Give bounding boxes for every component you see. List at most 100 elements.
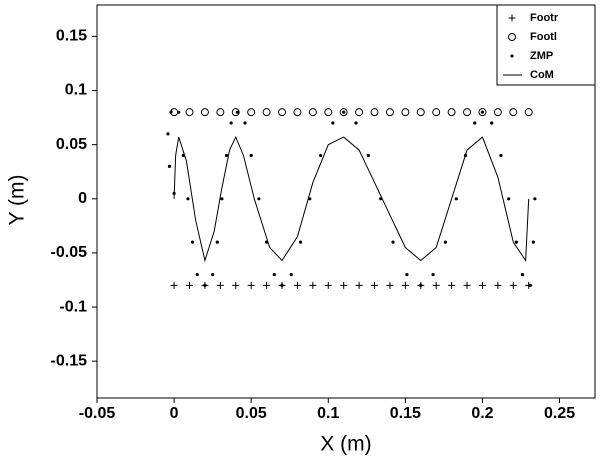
dot-marker [203, 283, 207, 288]
dot-marker [186, 197, 190, 201]
plus-marker [247, 281, 255, 289]
legend-swatch [510, 54, 514, 58]
plus-marker [232, 281, 240, 289]
circle-marker [524, 108, 533, 117]
dot-marker [220, 197, 224, 201]
dot-marker [454, 197, 458, 201]
dot-marker [391, 240, 395, 244]
dot-marker [243, 121, 247, 125]
dot-marker [354, 121, 358, 125]
x-tick-label: 0.1 [317, 405, 339, 422]
dot-marker [514, 240, 518, 244]
circle-marker [401, 108, 410, 117]
dot-marker [229, 121, 233, 125]
plot-frame [96, 4, 596, 399]
dot-marker [431, 272, 435, 277]
circle-marker [293, 108, 302, 117]
plus-marker [432, 281, 440, 289]
dot-marker [167, 164, 172, 168]
dot-marker [499, 153, 503, 158]
dot-marker [280, 283, 284, 288]
plus-marker [401, 281, 409, 289]
dot-marker [533, 197, 537, 201]
plus-marker [309, 281, 317, 289]
dot-marker [177, 110, 181, 114]
plus-marker [170, 281, 178, 289]
circle-marker [463, 108, 472, 117]
dot-marker [215, 240, 219, 244]
x-axis-label: X (m) [320, 433, 371, 456]
plus-marker [355, 281, 363, 289]
dot-marker [224, 153, 229, 158]
dot-marker [366, 153, 370, 158]
dot-marker [289, 272, 293, 277]
dot-marker [195, 272, 199, 277]
circle-marker [493, 108, 502, 117]
legend-box [496, 4, 596, 86]
x-tick-label: 0 [170, 405, 179, 422]
circle-marker [447, 108, 456, 117]
x-tick-label: 0.25 [544, 405, 575, 422]
plus-marker [216, 281, 224, 289]
dot-marker [342, 110, 346, 114]
com-line [173, 135, 530, 263]
x-tick-label: 0.05 [236, 405, 267, 422]
dot-marker [331, 121, 335, 125]
plus-marker [186, 281, 194, 289]
dot-marker [166, 132, 170, 136]
circle-marker [216, 108, 225, 117]
legend-label: Footr [530, 12, 559, 24]
y-tick-label: 0.1 [65, 82, 87, 99]
y-tick-label: 0.05 [56, 136, 87, 153]
dot-marker [211, 272, 215, 277]
plus-marker [478, 281, 486, 289]
circle-marker [278, 108, 287, 117]
plus-marker [448, 281, 456, 289]
dot-marker [419, 283, 423, 288]
dot-marker [169, 110, 173, 114]
dot-marker [405, 272, 409, 277]
plus-marker [324, 281, 332, 289]
circle-marker [339, 108, 348, 117]
y-tick-label: 0 [78, 190, 87, 207]
dot-marker [257, 197, 261, 201]
circle-marker [308, 108, 317, 117]
circle-marker [324, 108, 333, 117]
x-tick-label: -0.05 [79, 405, 116, 422]
plus-marker [293, 281, 301, 289]
dot-marker [249, 153, 253, 158]
plus-marker [463, 281, 471, 289]
circle-marker [370, 108, 379, 117]
legend-swatch [508, 14, 516, 22]
dot-marker [473, 121, 477, 125]
y-tick-label: -0.05 [51, 244, 88, 261]
x-tick-label: 0.2 [471, 405, 493, 422]
y-tick-label: -0.15 [51, 352, 88, 369]
circle-marker [385, 108, 394, 117]
plus-marker [494, 281, 502, 289]
y-tick-label: -0.1 [59, 298, 87, 315]
x-tick-label: 0.15 [390, 405, 421, 422]
circle-marker [231, 108, 240, 117]
dot-marker [490, 121, 494, 125]
circle-marker [416, 108, 425, 117]
plus-marker [509, 281, 517, 289]
legend-label: Footl [530, 31, 557, 43]
circle-marker [247, 108, 256, 117]
circle-marker [432, 108, 441, 117]
legend-swatch [508, 33, 516, 41]
circle-marker [478, 108, 487, 117]
circle-marker [509, 108, 518, 117]
circle-marker [200, 108, 209, 117]
y-axis-label: Y (m) [6, 175, 29, 226]
plus-marker [371, 281, 379, 289]
dot-marker [298, 240, 303, 244]
legend-label: CoM [530, 69, 554, 81]
circle-marker [355, 108, 364, 117]
dot-marker [507, 197, 511, 201]
dot-marker [531, 240, 535, 244]
dot-marker [235, 110, 239, 114]
dot-marker [272, 272, 276, 277]
y-tick-label: 0.15 [56, 28, 87, 45]
circle-marker [262, 108, 271, 117]
